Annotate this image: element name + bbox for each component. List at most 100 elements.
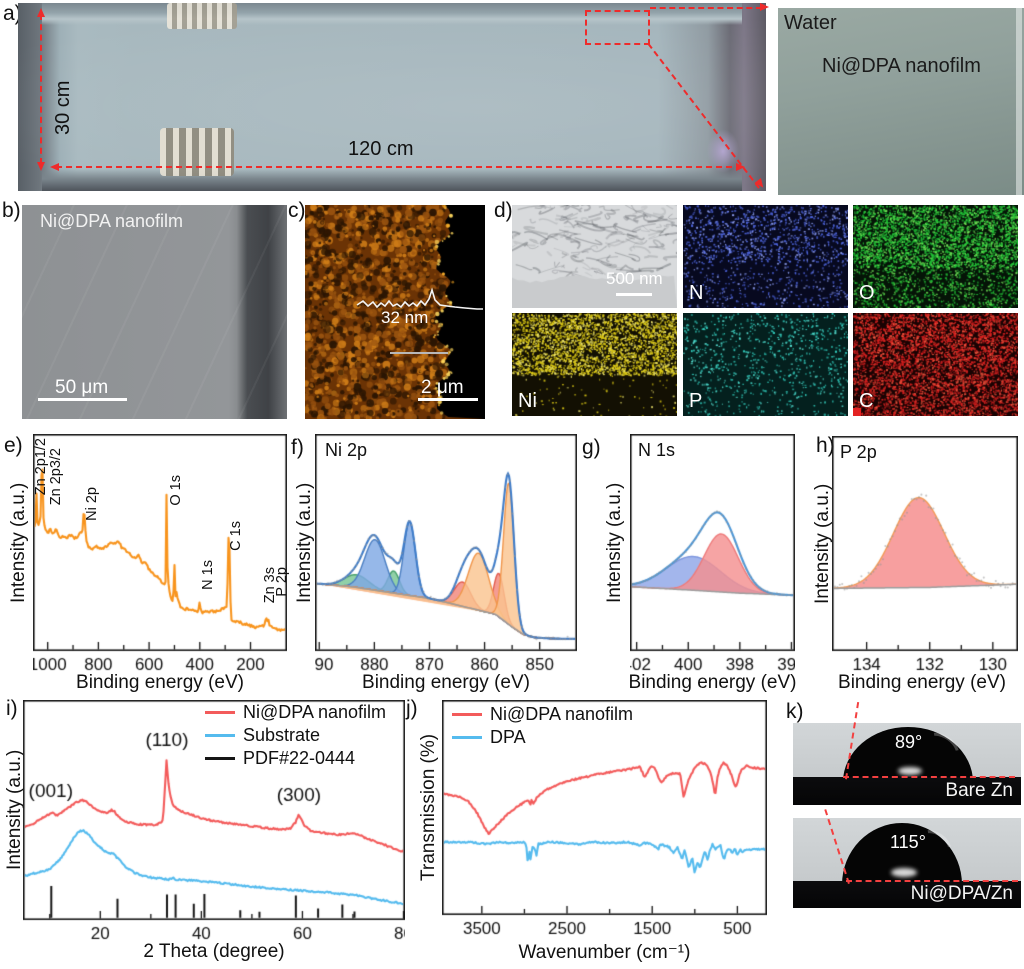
element-label: Ni xyxy=(518,390,537,412)
tank-reflection xyxy=(700,120,746,182)
arrow-right-icon xyxy=(736,163,745,171)
panel-letter-h: h) xyxy=(816,434,835,457)
legend-label: Ni@DPA nanofilm xyxy=(490,704,633,724)
eds-map-P-texture xyxy=(683,313,848,416)
substrate-bar xyxy=(793,777,1021,805)
arrow-down-icon xyxy=(37,162,45,171)
p2p-plot: P 2p xyxy=(832,436,1018,679)
contact-angle-value: 115° xyxy=(890,832,926,852)
comb-structure-top xyxy=(167,3,237,29)
legend-row: Substrate xyxy=(205,724,386,747)
eds-map-N: N xyxy=(683,205,848,308)
afm-image: 32 nm 2 μm xyxy=(305,205,485,419)
afm-height-profile xyxy=(356,287,483,310)
substrate-label: Ni@DPA/Zn xyxy=(910,883,1013,904)
plot-title-f: Ni 2p xyxy=(325,440,368,460)
panel-letter-f: f) xyxy=(291,436,304,459)
peak-label: N 1s xyxy=(199,560,216,591)
peak-label: C 1s xyxy=(227,521,244,552)
droplet-highlight xyxy=(891,868,917,877)
panel-letter-d: d) xyxy=(494,199,513,222)
sem-scalebar-label: 50 μm xyxy=(55,377,109,398)
map-corner-mark xyxy=(853,408,861,416)
panel-letter-j: j) xyxy=(406,697,418,720)
legend-row: Ni@DPA nanofilm xyxy=(205,701,386,724)
xps-survey-plot: Zn 2p1/2 Zn 2p3/2 Ni 2p O 1s N 1s C 1s Zn 3s P … xyxy=(33,434,291,679)
ftir-plot xyxy=(442,700,767,943)
y-axis-label-j: Transmission (%) xyxy=(418,733,439,882)
zoom-callout-line-top xyxy=(650,7,762,9)
substrate-label: Bare Zn xyxy=(945,780,1013,801)
n1s-plot: N 1s xyxy=(630,434,795,679)
xrd-legend: Ni@DPA nanofilm Substrate PDF#22-0444 xyxy=(205,701,386,770)
film-thickness-label: 32 nm xyxy=(381,308,429,327)
ftir-canvas xyxy=(442,700,767,943)
legend-line-blue xyxy=(205,734,235,737)
afm-scalebar-label: 2 μm xyxy=(421,377,464,398)
droplet-highlight xyxy=(898,767,922,775)
height-dimension-line xyxy=(40,14,42,164)
y-axis-label-f: Intensity (a.u.) xyxy=(294,482,315,603)
plot-title-h: P 2p xyxy=(840,442,877,462)
nanofilm-inset-photo: Water Ni@DPA nanofilm xyxy=(778,8,1024,195)
water-tank-photo xyxy=(18,3,766,191)
legend-line-black xyxy=(205,757,235,760)
ni2p-canvas xyxy=(315,434,577,679)
panel-letter-c: c) xyxy=(288,199,306,222)
peak-label: P 2p xyxy=(274,567,291,597)
arrow-up-icon xyxy=(37,8,45,17)
width-dimension-line xyxy=(56,166,742,168)
tem-texture xyxy=(512,205,677,308)
contact-angle-image-nidpa-zn: 115° Ni@DPA/Zn xyxy=(793,818,1021,908)
n1s-canvas xyxy=(630,434,795,679)
legend-row: Ni@DPA nanofilm xyxy=(452,703,633,726)
height-dimension-label: 30 cm xyxy=(52,80,74,135)
element-label: N xyxy=(689,282,704,304)
legend-line-blue xyxy=(452,736,482,739)
p2p-canvas xyxy=(832,436,1018,679)
xps-survey-canvas xyxy=(33,434,287,679)
legend-line-red xyxy=(205,711,235,714)
panel-letter-b: b) xyxy=(2,199,21,222)
xrd-canvas xyxy=(23,700,405,948)
x-axis-label-j: Wavenumber (cm⁻¹) xyxy=(518,942,691,963)
x-axis-label-i: 2 Theta (degree) xyxy=(143,941,285,962)
y-axis-label-e: Intensity (a.u.) xyxy=(8,482,29,603)
sem-scalebar xyxy=(38,398,127,401)
sem-image-title: Ni@DPA nanofilm xyxy=(40,211,183,231)
eds-map-Ni-texture xyxy=(512,313,677,416)
legend-label: PDF#22-0444 xyxy=(243,748,356,768)
panel-letter-g: g) xyxy=(582,436,601,459)
afm-texture xyxy=(305,205,485,419)
eds-map-N-texture xyxy=(683,205,848,308)
element-label: O xyxy=(859,282,875,304)
water-label: Water xyxy=(784,12,837,34)
legend-row: PDF#22-0444 xyxy=(205,747,386,770)
y-axis-label-h: Intensity (a.u.) xyxy=(812,483,833,604)
baseline-dashed xyxy=(846,880,1018,882)
eds-map-C-texture xyxy=(853,313,1018,416)
eds-map-Ni: Ni xyxy=(512,313,677,416)
panel-letter-e: e) xyxy=(4,434,23,457)
eds-map-O: O xyxy=(853,205,1018,308)
peak-label: Zn 2p3/2 xyxy=(48,448,65,506)
x-axis-label-h: Binding energy (eV) xyxy=(838,672,1006,693)
x-axis-label-g: Binding energy (eV) xyxy=(628,672,797,693)
x-axis-label-f: Binding energy (eV) xyxy=(362,672,530,693)
contact-angle-image-bare-zn: 89° Bare Zn xyxy=(793,723,1021,805)
substrate-bar xyxy=(793,881,1021,908)
element-label: P xyxy=(689,390,703,412)
tank-rim-bottom xyxy=(42,169,742,191)
legend-row: DPA xyxy=(452,726,633,749)
eds-map-C: C xyxy=(853,313,1018,416)
contact-angle-value: 89° xyxy=(895,732,923,752)
eds-map-O-texture xyxy=(853,205,1018,308)
panel-letter-a: a) xyxy=(3,2,22,25)
x-axis-label-e: Binding energy (eV) xyxy=(76,672,244,693)
peak-label: Ni 2p xyxy=(83,486,100,521)
width-dimension-label: 120 cm xyxy=(348,138,414,160)
legend-label: Ni@DPA nanofilm xyxy=(243,702,386,722)
panel-letter-k: k) xyxy=(786,700,804,723)
tem-scalebar xyxy=(616,293,652,296)
